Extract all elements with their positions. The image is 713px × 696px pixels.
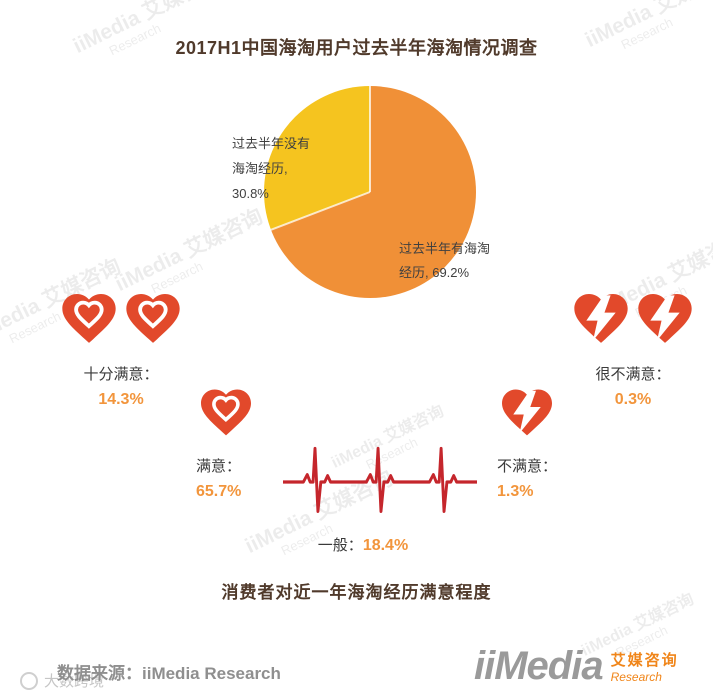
very-dissatisfied-label: 很不满意： <box>595 366 671 383</box>
neutral-label-row: 一般：18.4% <box>265 534 461 555</box>
data-source: 数据来源：iiMedia Research <box>57 664 281 683</box>
neutral-label: 一般： <box>317 537 363 554</box>
very-satisfied-value: 14.3% <box>98 391 144 408</box>
very-satisfied-label: 十分满意： <box>83 366 159 383</box>
satisfied-group: 满意： 65.7% <box>196 382 256 501</box>
page-title: 2017H1中国海淘用户过去半年海淘情况调查 <box>175 38 538 58</box>
pie-label-line: 过去半年有海淘 <box>399 241 491 256</box>
hearts-row <box>497 382 557 442</box>
hearts-row <box>569 286 697 350</box>
very-dissatisfied-value: 0.3% <box>614 391 652 408</box>
pie-chart <box>264 86 476 298</box>
pie-label-line: 过去半年没有 <box>232 136 311 151</box>
hearts-row <box>196 382 256 442</box>
broken-heart-icon <box>638 294 692 343</box>
pie-label-line: 30.8% <box>232 186 269 201</box>
neutral-value: 18.4% <box>362 537 409 554</box>
dissatisfied-group: 不满意： 1.3% <box>497 382 557 501</box>
dissatisfied-label: 不满意： <box>497 458 558 475</box>
corner-watermark-text: 大数跨境 <box>44 673 105 690</box>
corner-watermark: 大数跨境 <box>20 670 104 691</box>
iimedia-logo-text: iiMedia <box>474 644 604 688</box>
iimedia-logo-side: 艾媒咨询 Research <box>611 649 679 684</box>
broken-heart-icon <box>574 294 628 343</box>
logo-chinese-name: 艾媒咨询 <box>610 651 679 669</box>
iimedia-logo: iiMedia 艾媒咨询 Research <box>474 646 679 686</box>
heart-icon <box>126 294 180 343</box>
pie-label-line: 海淘经历, <box>232 161 288 176</box>
broken-heart-icon <box>502 389 552 436</box>
pie-divider-1 <box>369 86 371 192</box>
satisfied-label: 满意： <box>196 458 242 475</box>
heart-icon <box>62 294 116 343</box>
pie-label-line: 经历, 69.2% <box>399 265 470 280</box>
dissatisfied-value: 1.3% <box>497 483 534 500</box>
pie-label-has-experience: 过去半年有海淘 经历, 69.2% <box>399 237 490 285</box>
very-dissatisfied-group: 很不满意： 0.3% <box>556 286 710 409</box>
very-satisfied-group: 十分满意： 14.3% <box>42 286 200 409</box>
ecg-heartbeat-icon <box>283 446 477 513</box>
pie-label-no-experience: 过去半年没有 海淘经历, 30.8% <box>232 131 310 206</box>
chart-subtitle: 消费者对近一年海淘经历满意程度 <box>221 583 492 602</box>
satisfied-value: 65.7% <box>196 483 242 500</box>
corner-watermark-icon <box>20 671 38 690</box>
hearts-row <box>57 286 185 350</box>
logo-english-name: Research <box>610 669 662 684</box>
heart-icon <box>201 389 251 436</box>
